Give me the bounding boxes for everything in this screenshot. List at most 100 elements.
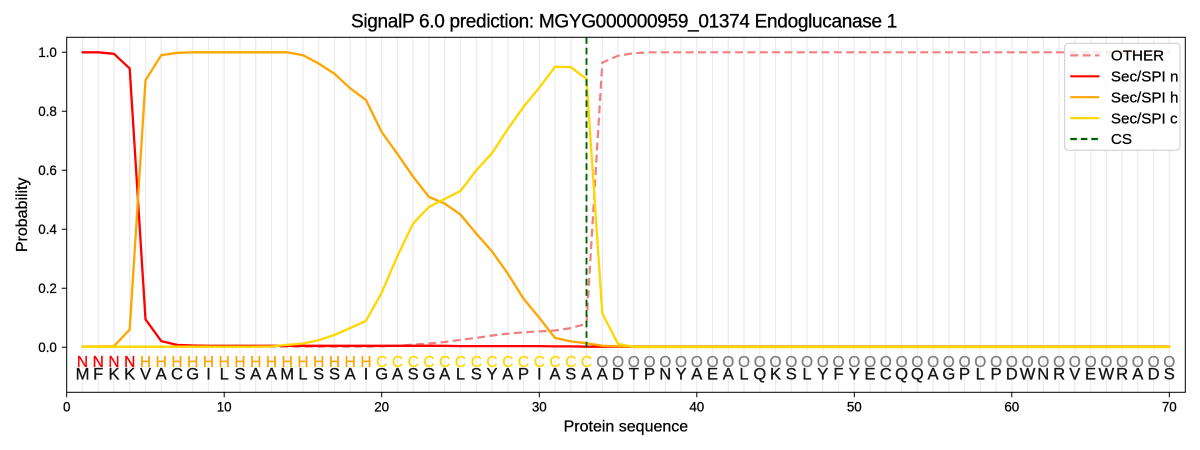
svg-text:S: S	[565, 365, 576, 384]
svg-text:O: O	[1100, 354, 1112, 371]
svg-text:0.2: 0.2	[38, 281, 57, 296]
svg-text:N: N	[659, 365, 671, 384]
svg-text:C: C	[581, 354, 592, 371]
svg-text:N: N	[93, 354, 104, 371]
svg-text:L: L	[802, 365, 811, 384]
svg-text:0: 0	[63, 400, 70, 415]
svg-text:V: V	[1069, 365, 1080, 384]
svg-text:C: C	[502, 354, 513, 371]
svg-text:S: S	[1164, 365, 1175, 384]
svg-text:Y: Y	[849, 365, 860, 384]
svg-text:P: P	[644, 365, 655, 384]
svg-text:O: O	[706, 354, 718, 371]
svg-text:A: A	[266, 365, 278, 384]
svg-text:N: N	[77, 354, 88, 371]
svg-text:H: H	[345, 354, 356, 371]
svg-text:C: C	[518, 354, 529, 371]
svg-text:H: H	[140, 354, 151, 371]
svg-text:H: H	[156, 354, 167, 371]
svg-text:T: T	[629, 365, 639, 384]
svg-text:C: C	[486, 354, 497, 371]
svg-text:O: O	[1163, 354, 1175, 371]
svg-text:A: A	[156, 365, 168, 384]
svg-text:S: S	[471, 365, 482, 384]
svg-text:Sec/SPI c: Sec/SPI c	[1111, 110, 1178, 127]
svg-text:H: H	[203, 354, 214, 371]
svg-text:C: C	[171, 365, 183, 384]
svg-text:Q: Q	[753, 365, 766, 384]
svg-text:C: C	[880, 365, 892, 384]
svg-text:O: O	[848, 354, 860, 371]
svg-text:Sec/SPI h: Sec/SPI h	[1111, 89, 1179, 106]
svg-text:0.6: 0.6	[38, 163, 57, 178]
svg-text:S: S	[408, 365, 419, 384]
svg-text:O: O	[1069, 354, 1081, 371]
svg-text:H: H	[171, 354, 182, 371]
svg-text:W: W	[1098, 365, 1114, 384]
svg-text:A: A	[723, 365, 735, 384]
svg-text:W: W	[1020, 365, 1036, 384]
svg-text:R: R	[1053, 365, 1065, 384]
svg-text:A: A	[691, 365, 703, 384]
svg-text:H: H	[360, 354, 371, 371]
svg-text:G: G	[423, 365, 436, 384]
svg-text:H: H	[266, 354, 277, 371]
svg-text:D: D	[1006, 365, 1018, 384]
svg-text:P: P	[959, 365, 970, 384]
svg-text:I: I	[537, 365, 542, 384]
svg-text:O: O	[1022, 354, 1034, 371]
svg-text:50: 50	[847, 400, 862, 415]
svg-text:SignalP 6.0 prediction: MGYG00: SignalP 6.0 prediction: MGYG000000959_01…	[351, 12, 897, 33]
svg-text:Y: Y	[486, 365, 497, 384]
svg-text:70: 70	[1162, 400, 1177, 415]
svg-text:10: 10	[217, 400, 232, 415]
svg-text:A: A	[439, 365, 451, 384]
svg-text:D: D	[1148, 365, 1160, 384]
svg-text:O: O	[927, 354, 939, 371]
svg-text:A: A	[345, 365, 357, 384]
svg-text:L: L	[739, 365, 748, 384]
svg-text:O: O	[864, 354, 876, 371]
svg-text:S: S	[234, 365, 245, 384]
svg-text:V: V	[140, 365, 151, 384]
svg-text:O: O	[643, 354, 655, 371]
svg-text:F: F	[833, 365, 843, 384]
svg-text:A: A	[597, 365, 609, 384]
svg-text:I: I	[206, 365, 211, 384]
svg-text:0.8: 0.8	[38, 104, 57, 119]
svg-text:O: O	[959, 354, 971, 371]
svg-text:A: A	[502, 365, 514, 384]
svg-text:O: O	[1053, 354, 1065, 371]
svg-text:O: O	[722, 354, 734, 371]
svg-text:O: O	[943, 354, 955, 371]
svg-text:O: O	[769, 354, 781, 371]
svg-text:K: K	[770, 365, 781, 384]
svg-text:C: C	[455, 354, 466, 371]
svg-text:O: O	[1132, 354, 1144, 371]
svg-text:O: O	[785, 354, 797, 371]
svg-text:D: D	[612, 365, 624, 384]
svg-text:I: I	[364, 365, 369, 384]
svg-text:C: C	[408, 354, 419, 371]
svg-text:O: O	[738, 354, 750, 371]
svg-text:Protein sequence: Protein sequence	[564, 419, 689, 436]
svg-text:A: A	[392, 365, 404, 384]
svg-text:O: O	[974, 354, 986, 371]
svg-text:C: C	[376, 354, 387, 371]
svg-text:A: A	[1132, 365, 1144, 384]
svg-text:C: C	[471, 354, 482, 371]
svg-text:O: O	[691, 354, 703, 371]
svg-text:O: O	[832, 354, 844, 371]
svg-text:N: N	[108, 354, 119, 371]
svg-text:CS: CS	[1111, 131, 1132, 148]
svg-text:L: L	[298, 365, 307, 384]
svg-text:L: L	[220, 365, 229, 384]
svg-text:O: O	[817, 354, 829, 371]
svg-text:C: C	[439, 354, 450, 371]
svg-text:E: E	[707, 365, 718, 384]
svg-text:40: 40	[689, 400, 704, 415]
svg-text:O: O	[1037, 354, 1049, 371]
svg-text:A: A	[928, 365, 940, 384]
svg-text:K: K	[108, 365, 119, 384]
svg-text:O: O	[659, 354, 671, 371]
